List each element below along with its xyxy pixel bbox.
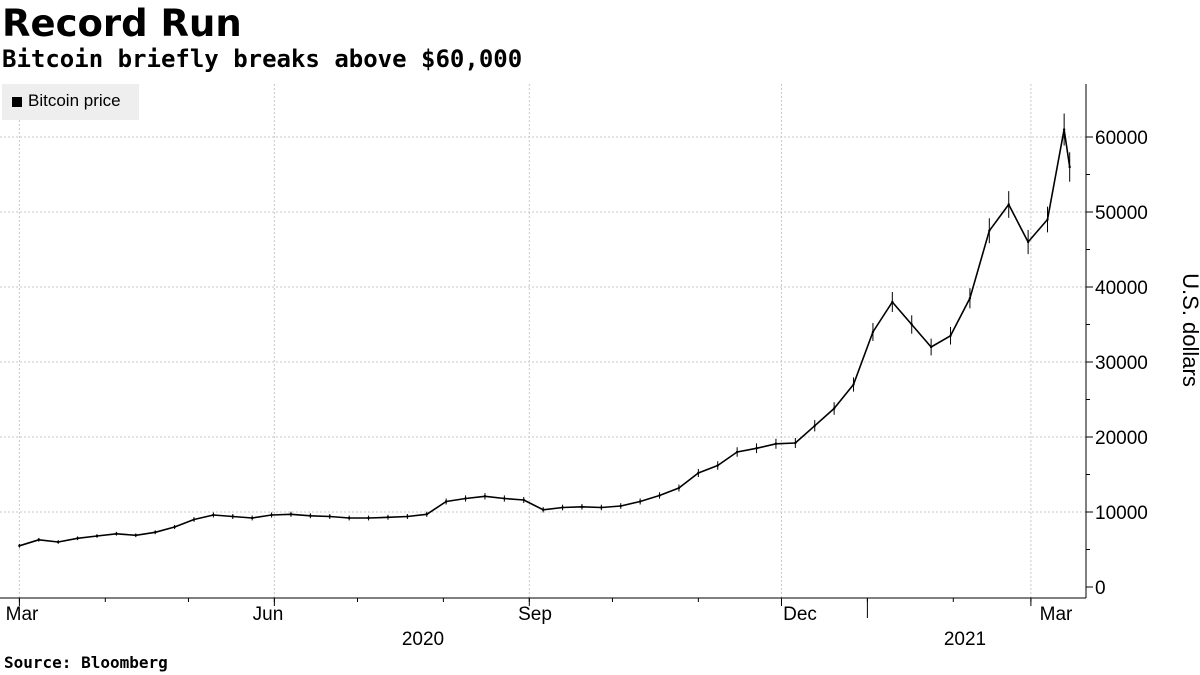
- data-point: [813, 424, 816, 427]
- data-point: [832, 407, 836, 410]
- data-point: [677, 486, 681, 490]
- x-tick-label: Mar: [1040, 604, 1073, 625]
- legend-label: Bitcoin price: [28, 91, 121, 110]
- data-point: [231, 515, 234, 518]
- data-point: [1007, 203, 1010, 206]
- x-tick-label: Mar: [6, 604, 39, 625]
- data-point: [76, 537, 79, 540]
- y-tick-label: 60000: [1095, 128, 1148, 149]
- data-point: [212, 513, 215, 517]
- data-point: [425, 513, 428, 516]
- data-point: [328, 515, 331, 518]
- data-point: [1068, 165, 1071, 169]
- data-point: [95, 534, 99, 538]
- data-point: [56, 540, 60, 544]
- data-point: [638, 500, 642, 503]
- data-point: [600, 506, 603, 509]
- data-point: [153, 531, 157, 534]
- chart-title: Record Run: [2, 2, 242, 45]
- data-point: [1026, 240, 1030, 244]
- data-point: [988, 229, 991, 232]
- data-point: [755, 447, 758, 450]
- data-point: [270, 513, 273, 517]
- data-point: [561, 506, 564, 509]
- data-point: [289, 513, 293, 516]
- data-point: [347, 516, 351, 520]
- data-point: [18, 544, 21, 547]
- data-point: [483, 495, 487, 498]
- y-tick-label: 10000: [1095, 503, 1148, 524]
- data-point: [522, 498, 525, 502]
- data-point: [367, 516, 370, 520]
- data-point: [968, 297, 972, 300]
- data-point: [697, 471, 700, 475]
- data-point: [929, 345, 933, 349]
- legend-swatch: [12, 97, 22, 107]
- data-point: [541, 508, 545, 511]
- data-point: [580, 505, 584, 508]
- data-point: [1046, 218, 1049, 221]
- data-point: [464, 497, 467, 500]
- data-point: [658, 494, 661, 497]
- data-point: [891, 300, 894, 304]
- data-point: [852, 383, 855, 386]
- y-tick-label: 0: [1095, 578, 1106, 599]
- x-tick-label: Sep: [518, 604, 552, 625]
- y-tick-label: 20000: [1095, 428, 1148, 449]
- data-point: [406, 515, 409, 518]
- x-tick-label: Dec: [783, 604, 817, 625]
- data-point: [735, 450, 739, 454]
- data-point: [386, 516, 390, 519]
- chart-subtitle: Bitcoin briefly breaks above $60,000: [2, 45, 523, 73]
- data-point: [503, 497, 506, 500]
- data-point: [37, 538, 40, 541]
- data-point: [949, 334, 952, 337]
- source-note: Source: Bloomberg: [4, 653, 168, 672]
- data-point: [192, 518, 196, 521]
- data-point: [871, 330, 875, 334]
- data-point: [774, 442, 778, 445]
- y-tick-label: 40000: [1095, 278, 1148, 299]
- x-tick-label: Jun: [253, 604, 284, 625]
- data-point: [619, 504, 622, 508]
- data-point: [444, 500, 448, 503]
- data-point: [173, 525, 176, 529]
- data-point: [115, 532, 118, 535]
- series-line: [19, 128, 1071, 547]
- data-point: [1062, 128, 1066, 131]
- data-point: [250, 516, 254, 520]
- y-axis-label-text: U.S. dollars: [1178, 273, 1200, 387]
- legend: Bitcoin price: [2, 84, 139, 120]
- year-label-2021: 2021: [944, 629, 986, 650]
- y-tick-label: 30000: [1095, 353, 1148, 374]
- year-label-2020: 2020: [402, 629, 444, 650]
- data-point: [716, 464, 719, 467]
- data-point: [794, 441, 797, 445]
- data-point: [309, 514, 312, 517]
- y-axis-label: U.S. dollars: [1160, 270, 1200, 390]
- data-point: [134, 534, 137, 537]
- y-tick-label: 50000: [1095, 203, 1148, 224]
- data-point: [910, 323, 913, 326]
